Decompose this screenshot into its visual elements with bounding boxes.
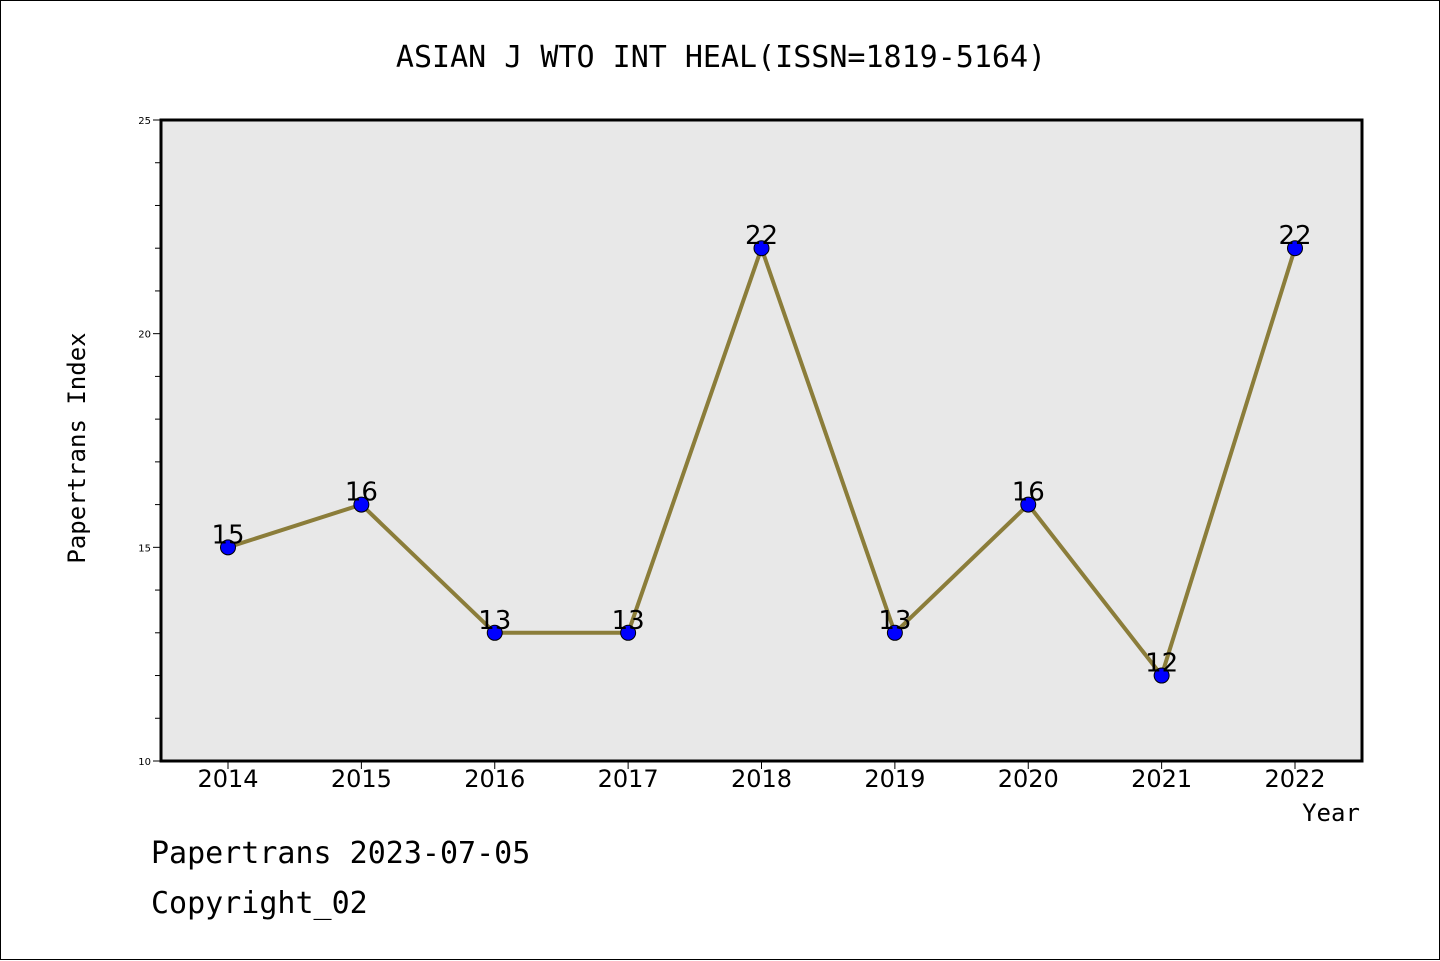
- data-point: [753, 240, 770, 257]
- x-tick-label: 2019: [864, 765, 925, 793]
- y-axis-label: Papertrans Index: [63, 332, 91, 563]
- y-tick-label: 20: [138, 330, 151, 341]
- data-point: [1287, 240, 1303, 257]
- data-label: 13: [878, 606, 911, 636]
- x-axis: 2014 2015 2016 2017 2018 2019 2020 2021 2022: [197, 761, 1326, 793]
- data-label: 16: [1012, 478, 1045, 508]
- x-axis-label: Year: [1302, 799, 1360, 827]
- y-tick-label: 10: [138, 757, 151, 768]
- x-tick-label: 2015: [331, 765, 392, 793]
- data-point: [886, 624, 903, 641]
- footer-copyright: Copyright_02: [151, 886, 368, 921]
- data-label: 12: [1145, 649, 1178, 679]
- data-point: [620, 624, 637, 641]
- chart-title: ASIAN J WTO INT HEAL(ISSN=1819-5164): [396, 40, 1046, 75]
- x-tick-label: 2022: [1264, 765, 1325, 793]
- y-tick-label: 15: [138, 543, 151, 554]
- data-label: 16: [345, 478, 378, 508]
- x-tick-label: 2021: [1131, 765, 1192, 793]
- data-point: [486, 624, 503, 641]
- data-label: 22: [1278, 221, 1311, 251]
- data-point: [1020, 496, 1037, 513]
- data-point: [353, 496, 370, 513]
- data-label: 13: [612, 606, 645, 636]
- x-tick-label: 2014: [197, 765, 258, 793]
- x-tick-label: 2017: [598, 765, 659, 793]
- data-point: [1153, 667, 1170, 684]
- data-labels: 15 16 13 13 22 13 16 12 22: [211, 221, 1311, 678]
- y-axis: 10 15 20 25: [138, 116, 161, 768]
- data-markers: [220, 240, 1303, 684]
- x-tick-label: 2016: [464, 765, 525, 793]
- data-label: 13: [478, 606, 511, 636]
- y-tick-label: 25: [138, 116, 151, 127]
- footer-date: Papertrans 2023-07-05: [151, 836, 531, 871]
- data-label: 15: [211, 520, 244, 550]
- x-tick-label: 2020: [998, 765, 1059, 793]
- plot-area: [159, 118, 1364, 763]
- data-point: [220, 539, 236, 556]
- data-label: 22: [745, 221, 778, 251]
- x-tick-label: 2018: [731, 765, 792, 793]
